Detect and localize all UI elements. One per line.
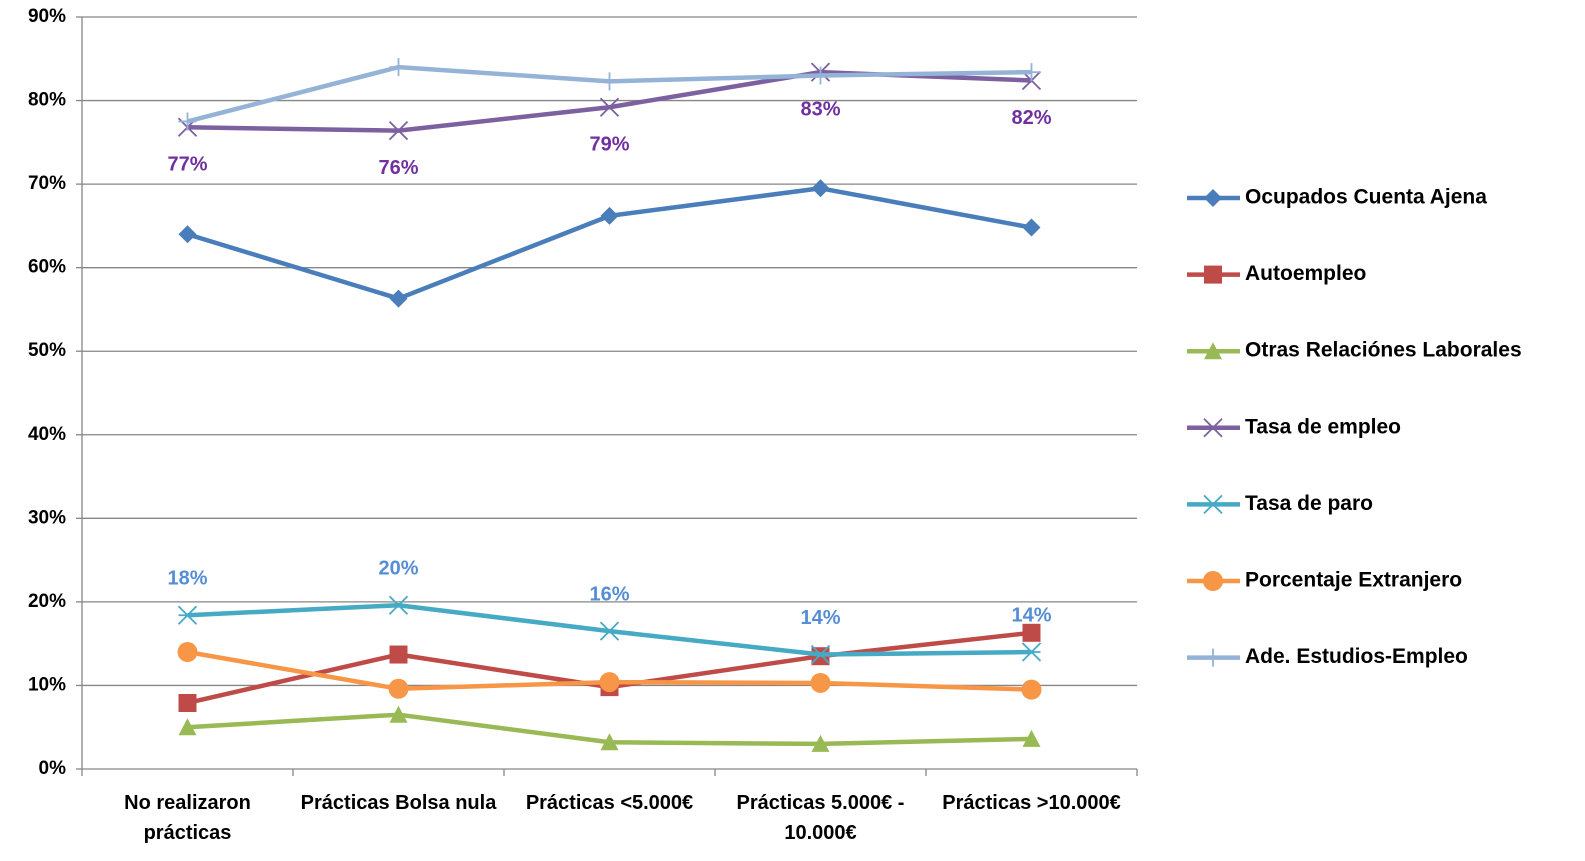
marker	[600, 206, 619, 225]
data-label: 16%	[589, 583, 629, 605]
y-tick-label: 60%	[28, 257, 66, 278]
marker	[810, 672, 831, 693]
data-label: 20%	[378, 558, 418, 580]
marker	[1022, 218, 1041, 237]
marker	[178, 693, 197, 712]
x-tick-label: Prácticas Bolsa nula	[300, 792, 497, 814]
marker	[811, 734, 830, 752]
legend-label: Autoempleo	[1245, 262, 1366, 285]
marker	[388, 678, 409, 699]
x-tick-label: Prácticas <5.000€	[525, 792, 694, 814]
marker	[600, 72, 619, 91]
x-tick-label: Prácticas 5.000€ - 10.000€	[736, 792, 905, 844]
marker	[1021, 679, 1042, 700]
marker	[1204, 265, 1222, 284]
y-tick-label: 10%	[28, 674, 66, 695]
marker	[599, 621, 620, 641]
marker	[811, 179, 830, 198]
marker	[178, 225, 197, 244]
marker	[1022, 623, 1041, 642]
marker	[389, 705, 408, 723]
marker	[389, 58, 408, 77]
marker	[178, 718, 197, 736]
data-label: 83%	[800, 98, 840, 120]
marker	[389, 289, 408, 308]
marker	[1203, 494, 1223, 515]
marker	[1204, 189, 1222, 207]
data-label: 18%	[167, 568, 207, 590]
legend-label: Otras Relaciónes Laborales	[1245, 339, 1522, 362]
data-label: 76%	[378, 157, 418, 179]
series-line	[186, 186, 1032, 301]
y-tick-label: 0%	[39, 758, 67, 779]
marker	[177, 642, 198, 663]
y-tick-label: 20%	[28, 591, 66, 612]
marker	[1203, 571, 1223, 591]
data-label: 14%	[800, 607, 840, 629]
data-label: 14%	[1011, 604, 1051, 626]
data-label: 82%	[1011, 107, 1051, 129]
marker	[810, 644, 831, 665]
y-tick-label: 80%	[28, 90, 66, 111]
marker	[177, 605, 198, 625]
marker	[1022, 63, 1041, 82]
marker	[600, 733, 619, 751]
y-tick-label: 50%	[28, 340, 66, 361]
y-tick-label: 40%	[28, 424, 66, 445]
legend-label: Ade. Estudios-Empleo	[1245, 645, 1468, 668]
y-tick-label: 90%	[28, 6, 66, 27]
marker	[178, 112, 197, 131]
marker	[1203, 418, 1223, 438]
marker	[599, 672, 620, 693]
marker	[1021, 642, 1042, 662]
marker	[1204, 648, 1222, 667]
y-tick-label: 30%	[28, 507, 66, 528]
data-label: 79%	[589, 134, 629, 156]
legend-label: Tasa de empleo	[1245, 415, 1401, 438]
marker	[1204, 342, 1222, 360]
x-tick-label: No realizaron prácticas	[124, 792, 251, 844]
x-tick-label: Prácticas >10.000€	[942, 792, 1121, 814]
marker	[1022, 729, 1041, 747]
marker	[388, 595, 409, 615]
marker	[388, 120, 409, 141]
y-tick-label: 70%	[28, 173, 66, 194]
marker	[389, 645, 408, 664]
legend-label: Ocupados Cuenta Ajena	[1245, 186, 1487, 209]
legend-label: Tasa de paro	[1245, 492, 1373, 515]
marker	[599, 97, 620, 117]
marker	[811, 66, 830, 85]
legend-label: Porcentaje Extranjero	[1245, 569, 1462, 592]
data-label: 77%	[167, 154, 207, 176]
